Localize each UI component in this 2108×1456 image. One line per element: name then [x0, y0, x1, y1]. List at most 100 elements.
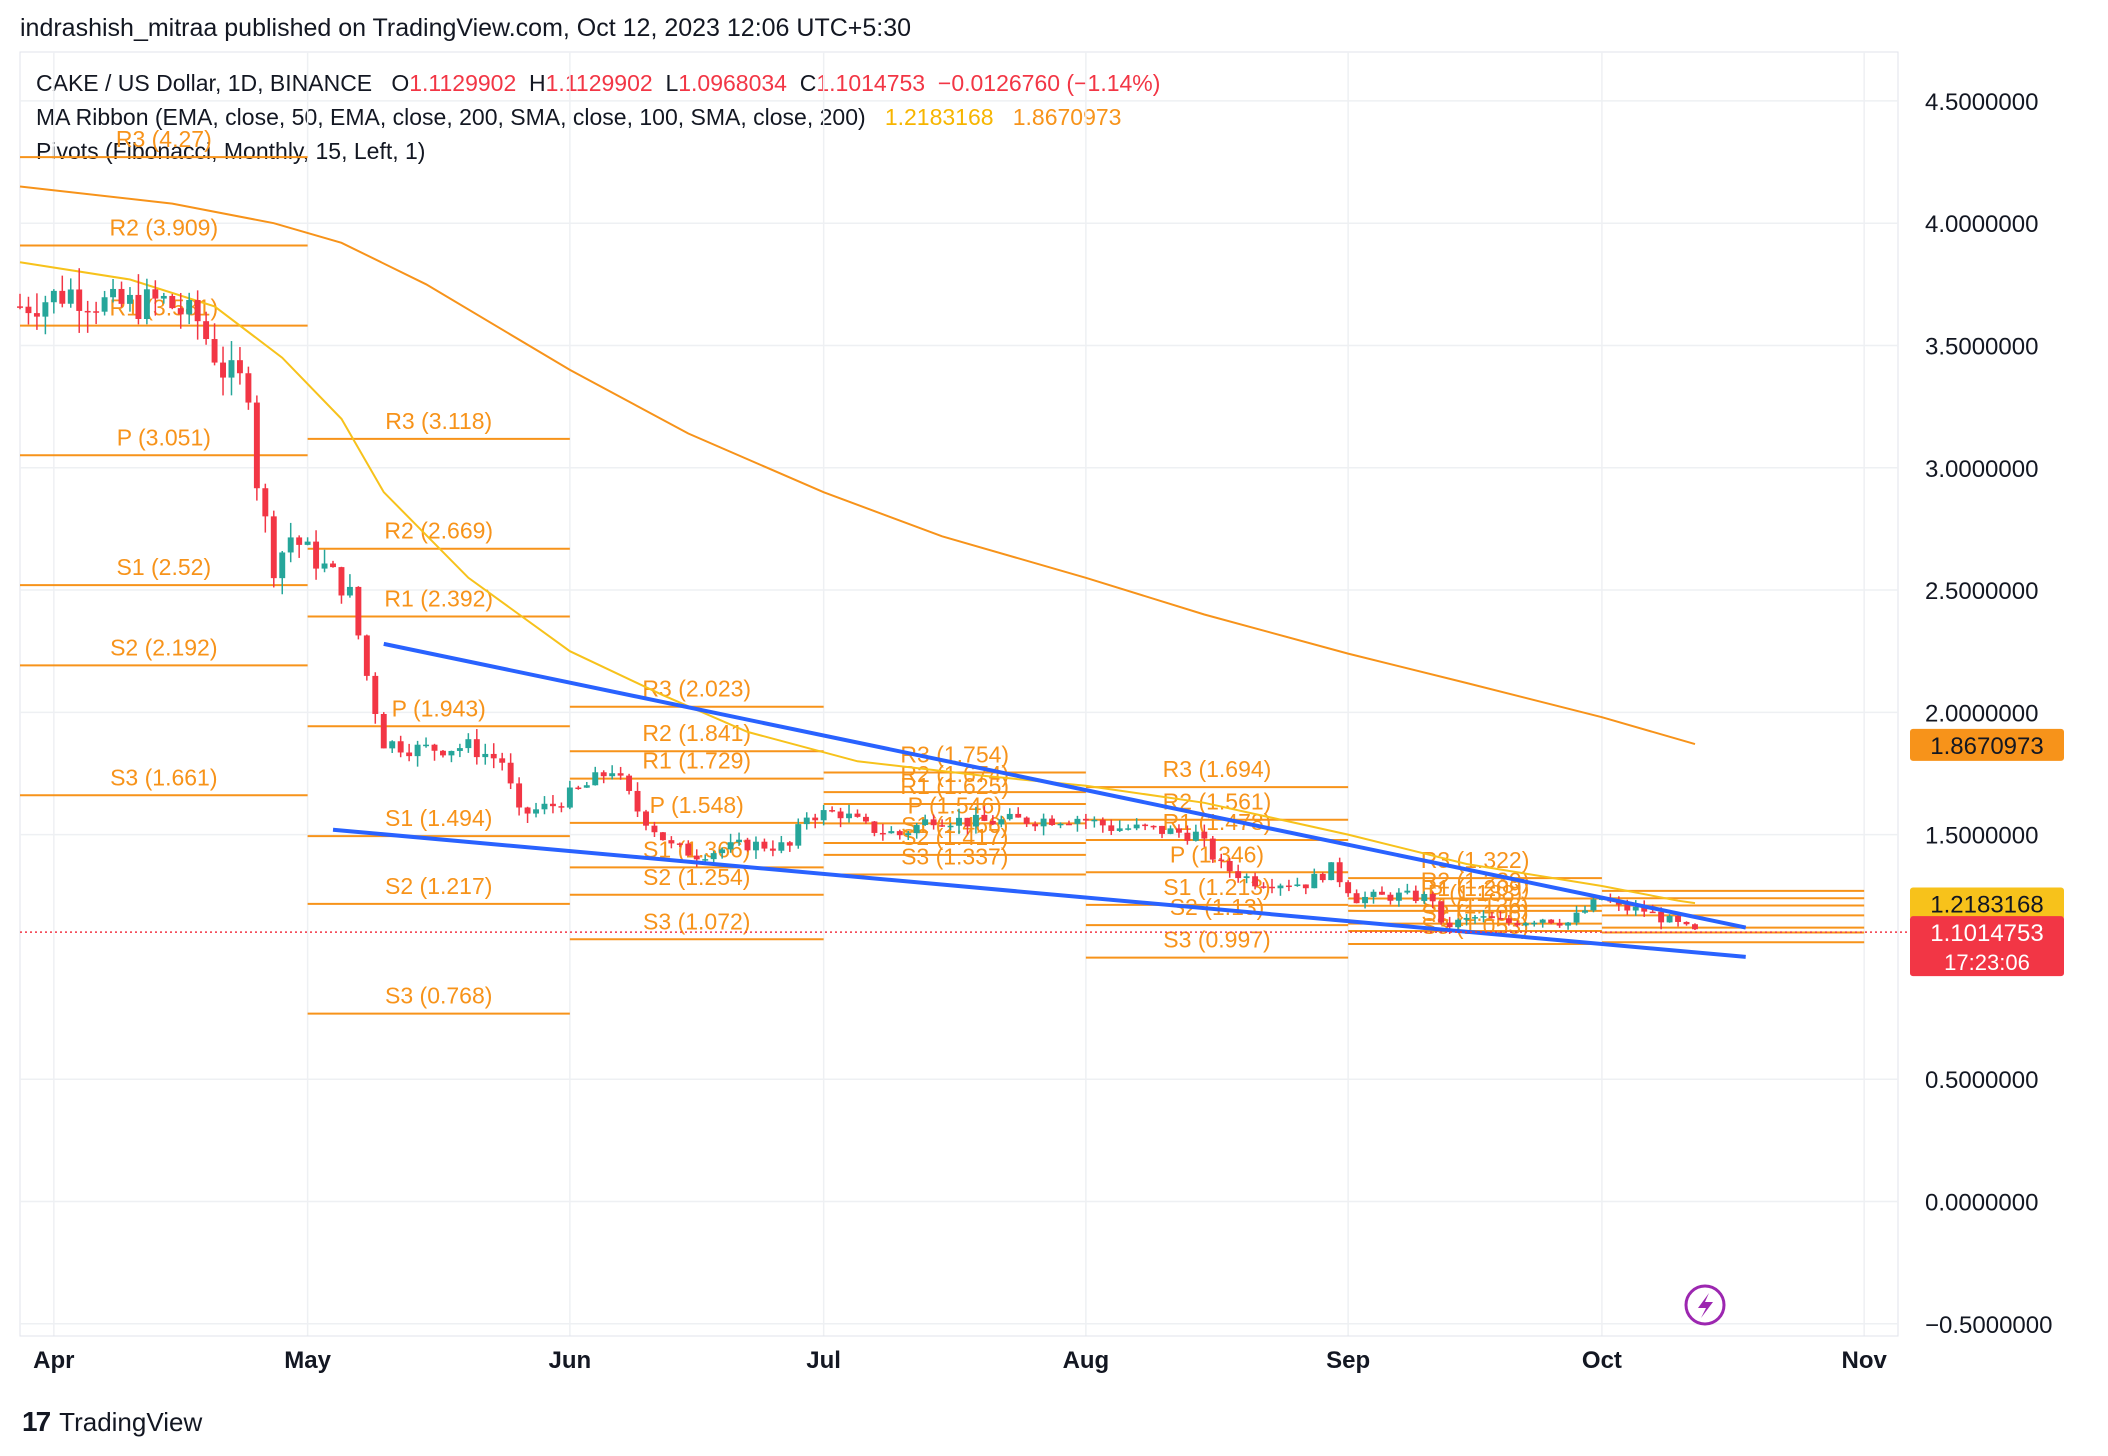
ma-ribbon-legend[interactable]: MA Ribbon (EMA, close, 50, EMA, close, 2…: [36, 104, 1121, 131]
candle-body: [1269, 886, 1275, 889]
pivot-label: R1 (1.729): [642, 748, 751, 774]
candle-body: [17, 306, 23, 308]
candle-body: [702, 859, 709, 861]
symbol-legend[interactable]: CAKE / US Dollar, 1D, BINANCE O1.1129902…: [36, 70, 1160, 97]
candle-body: [1108, 825, 1115, 831]
candle-body: [220, 362, 226, 378]
candle-body: [651, 825, 658, 833]
candle-body: [1066, 823, 1072, 826]
open-label: O: [391, 70, 410, 96]
candle-body: [262, 488, 269, 517]
candle-body: [753, 841, 759, 851]
candle-body: [211, 339, 218, 363]
candle-body: [1379, 891, 1385, 895]
candle-body: [676, 843, 683, 845]
candle-body: [1319, 873, 1326, 881]
price-badge-label: 1.8670973: [1930, 733, 2043, 760]
candle-body: [1201, 831, 1208, 839]
candle-body: [338, 567, 345, 596]
candle-body: [1548, 919, 1555, 924]
candle-body: [668, 840, 675, 844]
x-tick-label: Nov: [1841, 1347, 1887, 1374]
pivot-label: S2 (1.254): [643, 864, 750, 890]
candle-body: [1023, 817, 1030, 824]
candle-body: [1582, 910, 1588, 913]
high-value: 1.1129902: [545, 70, 653, 96]
trendline: [332, 827, 1746, 959]
candle-body: [160, 295, 167, 299]
candle-body: [1006, 813, 1013, 820]
candle-body: [837, 811, 844, 819]
candle-body: [1175, 828, 1182, 833]
candle-body: [820, 810, 827, 821]
candle-body: [50, 290, 57, 303]
replay-icon[interactable]: [1684, 1284, 1726, 1326]
candle-body: [862, 816, 869, 822]
candle-body: [1446, 922, 1453, 928]
candle-body: [803, 817, 810, 825]
candle-body: [1514, 923, 1521, 926]
candle-body: [59, 290, 66, 304]
pivot-label: R2 (1.674): [900, 761, 1009, 787]
candle-body: [1683, 921, 1690, 925]
candle-body: [406, 752, 413, 757]
candle-body: [533, 809, 539, 814]
candle-body: [313, 541, 320, 569]
candle-body: [1260, 886, 1267, 888]
candle-body: [1235, 871, 1242, 879]
candle-body: [1226, 860, 1233, 872]
x-tick-label: Sep: [1326, 1347, 1370, 1374]
candle-body: [1573, 912, 1580, 923]
candle-body: [245, 373, 252, 403]
pivot-label: R3 (1.694): [1163, 756, 1272, 782]
high-label: H: [529, 70, 546, 96]
candle-body: [321, 563, 328, 569]
candle-body: [270, 516, 277, 579]
candle-body: [1049, 818, 1056, 826]
pivots-legend[interactable]: Pivots (Fibonacci, Monthly, 15, Left, 1): [36, 138, 425, 165]
candle-body: [981, 814, 988, 821]
candle-body: [1252, 876, 1259, 887]
candle-body: [414, 744, 421, 757]
candle-body: [1539, 919, 1546, 923]
pivot-label: S3 (0.997): [1163, 927, 1270, 953]
candle-body: [448, 750, 455, 756]
candle-body: [566, 787, 573, 808]
pivot-label: S2 (2.192): [110, 634, 217, 660]
candle-body: [524, 807, 531, 814]
candle-body: [1336, 862, 1343, 883]
close-value: 1.1014753: [816, 70, 926, 96]
x-tick-label: Jun: [549, 1347, 592, 1374]
candle-body: [1167, 828, 1174, 834]
candle-body: [177, 308, 184, 315]
candle-body: [626, 775, 633, 791]
footer-brand[interactable]: 17 TradingView: [22, 1406, 202, 1438]
candle-body: [143, 289, 150, 320]
candle-body: [1159, 825, 1165, 834]
candle-body: [879, 832, 886, 835]
candle-body: [1125, 828, 1132, 830]
candle-body: [110, 288, 117, 298]
x-tick-label: Oct: [1582, 1347, 1622, 1374]
candle-body: [998, 819, 1005, 825]
pivot-label: S1 (1.466): [901, 812, 1008, 838]
moving-averages: [19, 185, 1696, 905]
candle-body: [1116, 828, 1123, 831]
candle-body: [516, 783, 523, 808]
pivot-label: P (1.548): [650, 792, 744, 818]
candle-body: [1074, 818, 1081, 824]
low-label: L: [665, 70, 679, 96]
x-tick-label: Aug: [1063, 1347, 1110, 1374]
candle-body: [1311, 873, 1318, 889]
candle-body: [778, 842, 785, 851]
candle-body: [1015, 813, 1022, 818]
candle-body: [1302, 884, 1309, 889]
candle-body: [744, 839, 751, 851]
candle-body: [541, 803, 548, 810]
candle-body: [363, 635, 370, 676]
candle-body: [1057, 823, 1064, 826]
candle-body: [1649, 911, 1656, 914]
candle-body: [507, 762, 514, 784]
candle-body: [617, 773, 624, 776]
